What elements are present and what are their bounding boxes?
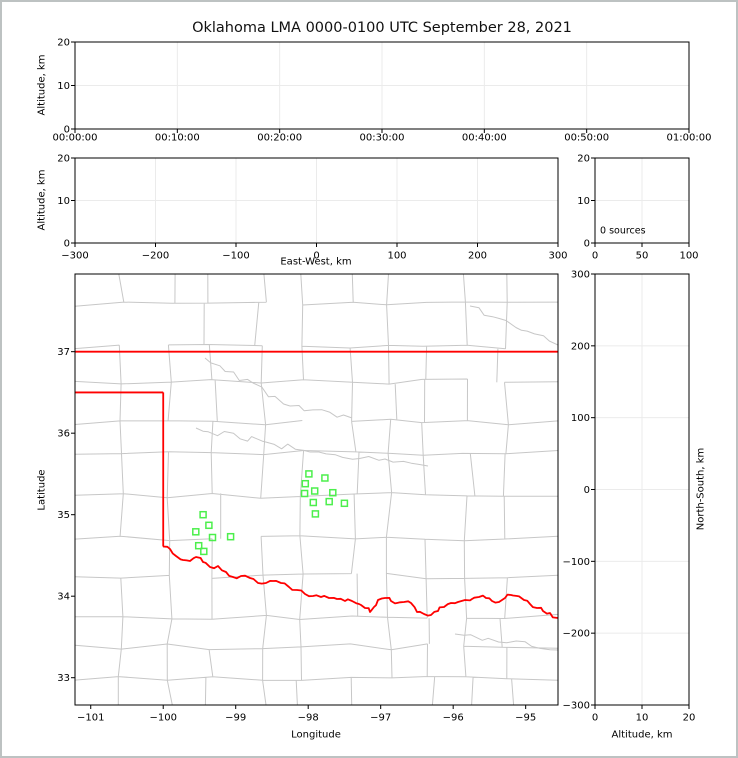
source-count-annotation: 0 sources <box>600 225 646 237</box>
source-point <box>192 528 200 536</box>
tick-label: 20 <box>57 38 70 49</box>
tick-label: −100 <box>563 557 590 568</box>
tick-label: −95 <box>515 713 536 724</box>
tick-label: 00:20:00 <box>257 133 302 144</box>
river-line <box>310 451 429 467</box>
source-point <box>205 521 213 530</box>
tick-label: 0 <box>64 125 70 136</box>
tick-label: 100 <box>571 413 590 424</box>
tick-label: 00:40:00 <box>462 133 507 144</box>
source-point <box>301 479 310 488</box>
tick-label: 20 <box>577 154 590 165</box>
tick-label: 33 <box>57 673 70 684</box>
source-point <box>329 488 337 497</box>
river-line <box>454 633 558 651</box>
tick-label: −200 <box>563 629 590 640</box>
tick-label: −101 <box>77 713 104 724</box>
tick-label: 00:50:00 <box>564 133 609 144</box>
source-point <box>226 532 235 541</box>
tick-label: −97 <box>370 713 391 724</box>
tick-label: 0 <box>592 251 598 262</box>
river-line <box>204 357 291 407</box>
tick-label: −100 <box>149 713 176 724</box>
tick-label: 50 <box>636 251 649 262</box>
source-point <box>208 533 217 542</box>
tick-label: 00:30:00 <box>360 133 405 144</box>
source-point <box>340 499 349 508</box>
ew-height-xlabel: East-West, km <box>280 256 352 268</box>
source-point <box>200 547 208 556</box>
source-point <box>311 510 320 518</box>
river-line <box>289 405 353 419</box>
tick-label: 36 <box>57 429 70 440</box>
source-points <box>192 470 349 556</box>
source-point <box>309 498 318 507</box>
figure-title: Oklahoma LMA 0000-0100 UTC September 28,… <box>192 20 572 36</box>
tick-marks <box>71 41 690 709</box>
time-height-ylabel: Altitude, km <box>36 54 48 116</box>
tick-label: −200 <box>142 251 169 262</box>
source-point <box>199 510 207 519</box>
tick-label: −98 <box>298 713 319 724</box>
tick-label: 10 <box>57 196 70 207</box>
ns-height-ylabel: North-South, km <box>695 447 707 531</box>
state-border-red-river <box>162 545 558 619</box>
state-border <box>75 350 558 619</box>
river-line <box>195 427 311 453</box>
tick-label: 10 <box>57 81 70 92</box>
source-point <box>321 474 329 482</box>
county-lines <box>75 274 558 705</box>
source-point <box>305 470 313 478</box>
tick-label: 0 <box>584 485 590 496</box>
tick-label: 0 <box>592 713 598 724</box>
tick-label: 35 <box>57 510 70 521</box>
tick-label: 37 <box>57 347 70 358</box>
tick-label: 00:00:00 <box>53 133 98 144</box>
county-grid <box>75 274 558 705</box>
tick-label: 34 <box>57 592 70 603</box>
plan-view-xlabel: Longitude <box>291 729 341 741</box>
tick-label: 0 <box>584 239 590 250</box>
tick-label: 200 <box>571 341 590 352</box>
tick-label: −300 <box>61 251 88 262</box>
ns-height-xlabel: Altitude, km <box>611 729 673 741</box>
tick-label: −300 <box>563 701 590 712</box>
tick-label: 10 <box>577 196 590 207</box>
tick-label: 100 <box>679 251 698 262</box>
tick-label: 00:10:00 <box>155 133 200 144</box>
tick-label: −99 <box>225 713 246 724</box>
ew-height-ylabel: Altitude, km <box>36 169 48 231</box>
source-point <box>194 541 203 550</box>
tick-label: −96 <box>443 713 464 724</box>
tick-labels: 00:00:00 00:10:00 00:20:00 00:30:00 00:40:00… <box>53 38 712 724</box>
plan-view-ylabel: Latitude <box>36 469 48 511</box>
p4-frame <box>74 273 559 706</box>
source-point <box>300 489 309 498</box>
tick-label: 10 <box>636 713 649 724</box>
tick-label: 300 <box>548 251 567 262</box>
tick-label: 20 <box>57 154 70 165</box>
tick-label: 300 <box>571 270 590 281</box>
tick-label: 100 <box>387 251 406 262</box>
source-point <box>325 497 333 506</box>
tick-label: 0 <box>313 251 319 262</box>
tick-label: 20 <box>683 713 696 724</box>
tick-label: 01:00:00 <box>667 133 712 144</box>
tick-label: 200 <box>468 251 487 262</box>
tick-label: 0 <box>64 239 70 250</box>
tick-label: −100 <box>222 251 249 262</box>
river-line <box>469 305 558 346</box>
gridlines <box>75 42 689 705</box>
source-point <box>310 487 319 495</box>
